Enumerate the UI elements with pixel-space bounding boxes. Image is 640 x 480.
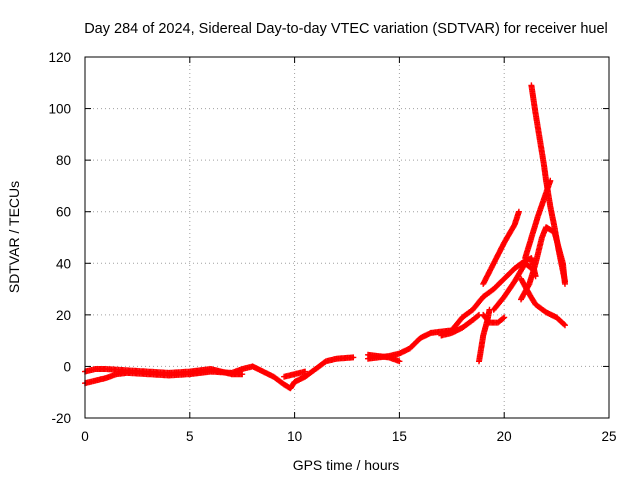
axis-ticks — [84, 56, 610, 419]
data-point — [350, 354, 357, 361]
x-tick-labels: 0 5 10 15 20 25 — [81, 429, 616, 444]
y-tick-label: 60 — [56, 205, 71, 220]
data-point — [562, 322, 568, 329]
x-tick-label: 20 — [497, 429, 512, 444]
data-point — [475, 312, 481, 319]
y-tick-label: 20 — [56, 308, 71, 323]
y-tick-labels: -20 0 20 40 60 80 100 120 — [48, 50, 71, 426]
x-tick-label: 15 — [392, 429, 407, 444]
x-tick-label: 0 — [81, 429, 89, 444]
x-tick-label: 25 — [601, 429, 616, 444]
plot-frame — [84, 56, 610, 419]
y-tick-label: -20 — [51, 411, 71, 426]
y-tick-label: 100 — [48, 102, 71, 117]
y-tick-label: 40 — [56, 256, 71, 271]
y-tick-label: 120 — [48, 50, 71, 65]
y-tick-label: 80 — [56, 153, 71, 168]
data-point — [302, 368, 309, 375]
data-point — [396, 358, 403, 365]
x-tick-label: 5 — [186, 429, 194, 444]
data-points — [82, 82, 568, 392]
data-point — [561, 321, 568, 328]
data-point — [562, 278, 568, 285]
data-point — [239, 371, 246, 378]
x-tick-label: 10 — [287, 429, 302, 444]
data-point — [500, 315, 507, 322]
y-tick-label: 0 — [63, 359, 71, 374]
data-point — [501, 314, 508, 321]
x-axis-label: GPS time / hours — [293, 457, 400, 473]
data-point — [515, 208, 522, 215]
y-axis-label: SDTVAR / TECUs — [6, 181, 22, 293]
chart-title: Day 284 of 2024, Sidereal Day-to-day VTE… — [84, 21, 608, 37]
